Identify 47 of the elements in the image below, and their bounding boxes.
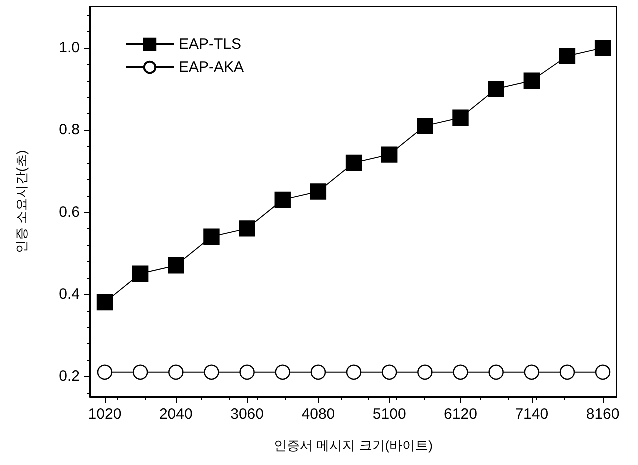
point — [204, 228, 220, 245]
point — [96, 294, 114, 311]
point — [168, 258, 184, 274]
x-tick-label: 8160 — [586, 406, 620, 423]
x-tick-label: 6120 — [444, 406, 478, 423]
x-tick-label: 4080 — [302, 406, 336, 423]
point — [346, 154, 362, 172]
point — [595, 364, 611, 380]
point — [132, 364, 148, 380]
y-tick-label: 0.8 — [59, 122, 80, 139]
point — [204, 364, 220, 380]
y-tick-label: 0.2 — [59, 368, 80, 385]
point — [560, 364, 576, 380]
y-tick-label: 0.4 — [59, 286, 80, 303]
x-tick-label: 5100 — [372, 406, 406, 423]
point — [382, 364, 398, 380]
x-tick-label: 7140 — [515, 406, 549, 423]
point — [488, 81, 504, 98]
y-tick-label: 1.0 — [59, 40, 80, 57]
x-tick-label: 3060 — [230, 406, 264, 423]
point — [239, 220, 256, 237]
point — [453, 364, 468, 380]
point — [132, 266, 149, 282]
legend-label: EAP-TLS — [179, 36, 242, 53]
x-tick-label: 1020 — [88, 406, 122, 423]
y-tick-label: 0.6 — [59, 204, 80, 221]
point — [524, 72, 540, 89]
point — [275, 364, 290, 380]
point — [524, 364, 540, 380]
point — [168, 364, 184, 380]
point — [452, 110, 469, 126]
point — [417, 118, 434, 134]
point — [310, 184, 327, 200]
point — [382, 146, 398, 163]
point — [418, 364, 433, 380]
x-axis-title: 인증서 메시지 크기(바이트) — [274, 438, 433, 453]
x-tick-label: 2040 — [159, 406, 193, 423]
legend-label: EAP-AKA — [179, 59, 244, 76]
point — [594, 40, 612, 56]
point — [97, 364, 113, 380]
point — [240, 364, 255, 380]
point — [310, 364, 326, 380]
point — [346, 364, 362, 380]
point — [274, 192, 291, 208]
y-axis-title: 인증 소요시간(초) — [14, 150, 29, 254]
point — [559, 48, 576, 64]
point — [488, 364, 504, 380]
